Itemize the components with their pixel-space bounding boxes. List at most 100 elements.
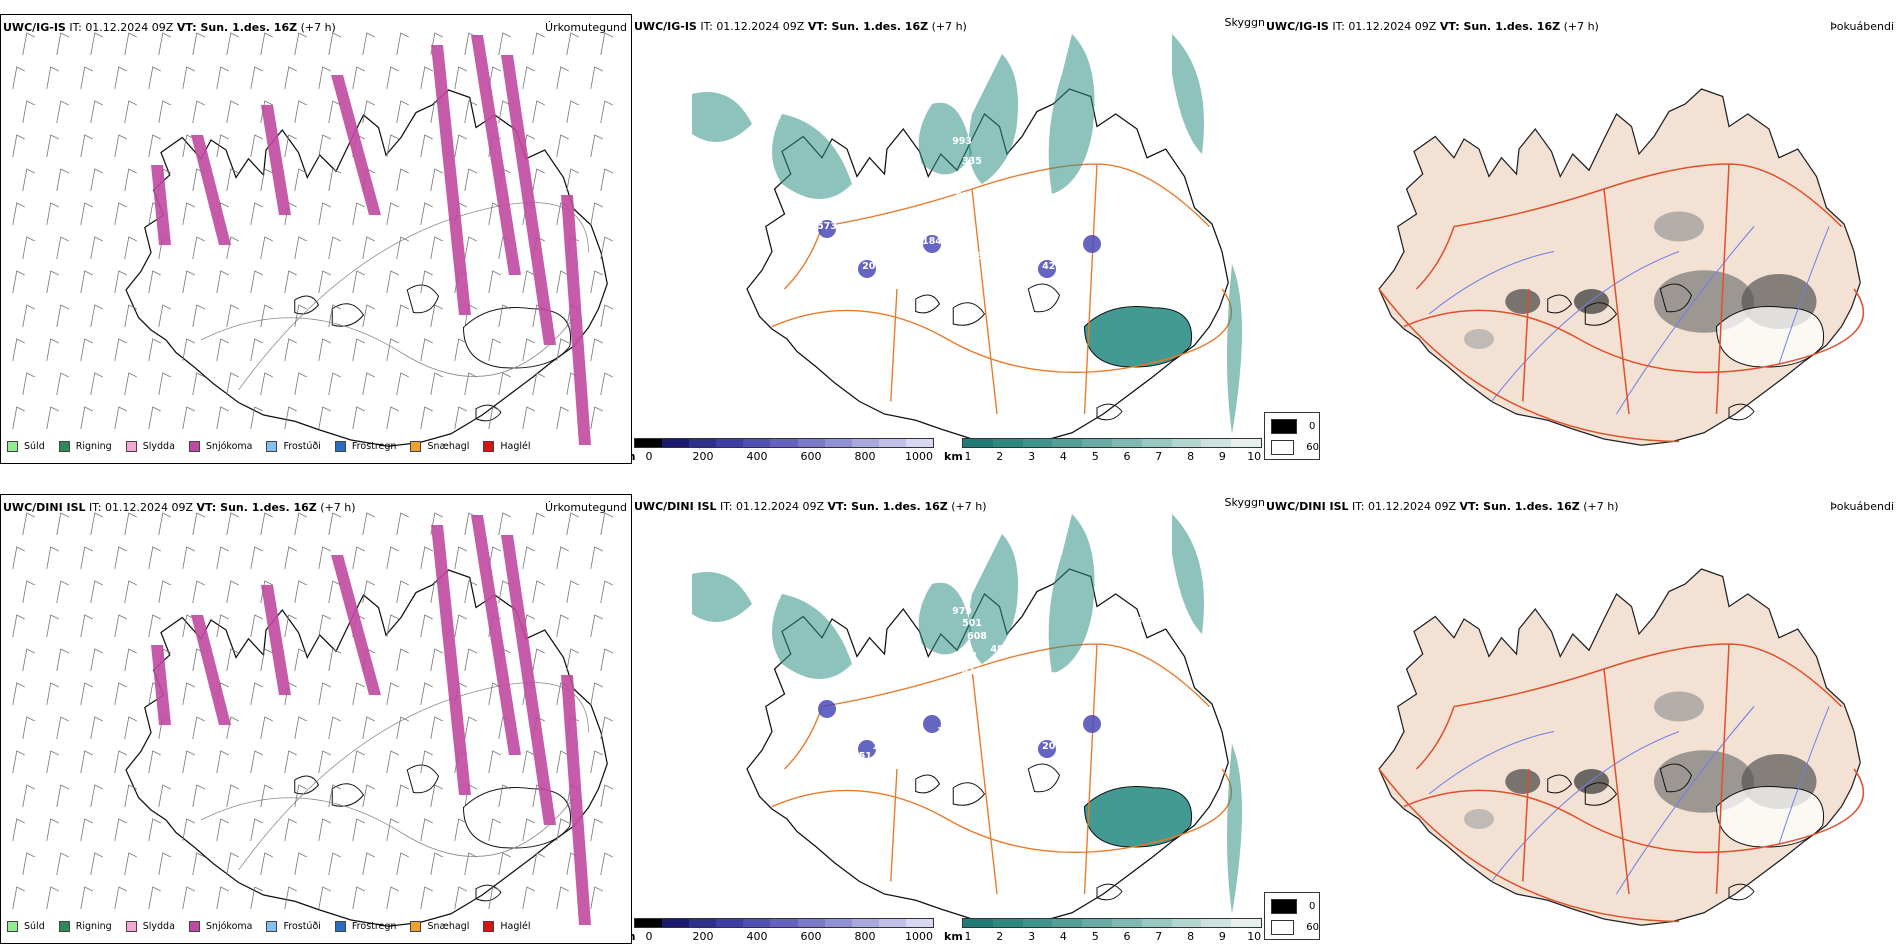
colorbar-swatch: [1141, 439, 1172, 447]
legend-label: Frostúði: [283, 921, 321, 932]
visibility-area: [1172, 514, 1204, 634]
valid-time: VT: Sun. 1.des. 16Z: [1459, 500, 1580, 513]
fog-indicator-panel-bottom: UWC/DINI ISL IT: 01.12.2024 09Z VT: Sun.…: [1264, 494, 1900, 944]
ceiling-label: 414: [962, 666, 982, 677]
legend-label: Snjókoma: [205, 921, 253, 932]
panel-variable-label: Úrkomutegund: [545, 501, 627, 514]
precip-type-legend: Súld Rigning Slydda Snjókoma Frostúði Frostre…: [7, 441, 545, 452]
fog-legend-item-1: 60: [1271, 440, 1319, 455]
panel-variable-label: Þokuábendi: [1830, 500, 1894, 513]
visibility-area: [692, 572, 752, 622]
colorbar-swatch: [992, 919, 1023, 927]
legend-swatch: [266, 441, 278, 452]
ceiling-label: 205: [1042, 741, 1062, 752]
visibility-area: [918, 582, 972, 655]
fog-indicator-map: [1378, 88, 1865, 446]
ceiling-label: 52: [955, 191, 968, 202]
visibility-area: [1048, 514, 1095, 674]
ceiling-label: 133: [1112, 261, 1132, 272]
legend-item-0: Súld: [7, 441, 45, 452]
colorbar-swatch: [905, 919, 934, 927]
valid-time: VT: Sun. 1.des. 16Z: [807, 20, 929, 33]
colorbar-tick: 6: [1123, 930, 1131, 943]
legend-swatch: [58, 441, 70, 452]
ceiling-label: 138: [1122, 141, 1142, 152]
colorbar-swatch: [662, 919, 690, 927]
colorbar-tick: 10: [1247, 450, 1262, 463]
legend-item-1: Rigning: [58, 441, 112, 452]
colorbar-swatch: [1201, 919, 1232, 927]
panel-title: UWC/IG-IS IT: 01.12.2024 09Z VT: Sun. 1.…: [3, 21, 336, 34]
legend-label: Rigning: [75, 441, 112, 452]
snow-band: [471, 515, 521, 755]
colorbar-ticks: 0 200 400 600 800 1000: [634, 450, 934, 464]
colorbar-swatch: [1111, 439, 1142, 447]
ceiling-label: 867: [822, 241, 842, 252]
legend-swatch: [125, 441, 137, 452]
ceiling-label: 420: [1042, 261, 1062, 272]
ceiling-label: 48: [990, 644, 1004, 655]
legend-swatch: [188, 921, 200, 932]
legend-label: Slydda: [142, 921, 175, 932]
colorbar-swatch: [797, 919, 825, 927]
colorbar-swatches: [962, 918, 1262, 928]
legend-label: Haglél: [500, 441, 531, 452]
colorbar-swatch: [1022, 919, 1053, 927]
colorbar-swatch: [1171, 439, 1202, 447]
low-ceiling-spot: [1083, 715, 1101, 733]
valid-time: VT: Sun. 1.des. 16Z: [1439, 20, 1561, 33]
panel-title: UWC/DINI ISL IT: 01.12.2024 09Z VT: Sun.…: [634, 500, 987, 513]
legend-item-7: Haglél: [483, 921, 531, 932]
fog-patch: [1464, 329, 1494, 349]
wind-barbs: [12, 32, 613, 430]
ceiling-colorbar: m0 200 400 600 800 1000: [632, 438, 934, 463]
colorbar-swatch: [963, 919, 993, 927]
colorbar-tick: 1000: [905, 930, 933, 943]
snow-band: [561, 675, 591, 925]
land-area: [1378, 568, 1861, 926]
legend-item-5: Frostregn: [334, 441, 396, 452]
legend-item-0: Súld: [7, 921, 45, 932]
snow-band: [561, 195, 591, 445]
legend-swatch: [334, 441, 346, 452]
colorbar-tick: 5: [1091, 450, 1099, 463]
precip-panel-top: UWC/IG-IS IT: 01.12.2024 09Z VT: Sun. 1.…: [0, 14, 632, 464]
visibility-area: [968, 534, 1018, 664]
glacier-low-vis: [1084, 786, 1192, 847]
colorbar-tick: 800: [854, 930, 876, 943]
colorbar-tick: 600: [800, 930, 822, 943]
ceiling-label: 509: [1037, 671, 1057, 682]
colorbar-tick: 4: [1059, 450, 1067, 463]
ceiling-label: 573: [817, 221, 837, 232]
colorbar-swatch: [1201, 439, 1232, 447]
ceiling-label: 501: [962, 618, 982, 629]
ceiling-label: 107: [1052, 806, 1072, 817]
colorbar-swatch: [1111, 919, 1142, 927]
legend-item-4: Frostúði: [266, 441, 321, 452]
colorbar-tick: 0: [645, 930, 653, 943]
precip-type-map: [12, 512, 613, 927]
fog-indicator-legend: 0 60: [1264, 412, 1320, 460]
colorbar-swatch: [1052, 919, 1083, 927]
precip-panel-bottom: UWC/DINI ISL IT: 01.12.2024 09Z VT: Sun.…: [0, 494, 632, 944]
fog-patch: [1505, 769, 1541, 794]
model-name: UWC/DINI ISL: [634, 500, 717, 513]
init-time: IT: 01.12.2024 09Z: [1348, 500, 1460, 513]
ceiling-label: 185: [937, 726, 957, 737]
fog-legend-item-1: 60: [1271, 920, 1319, 935]
fog-legend-label: 0: [1309, 421, 1316, 432]
fog-patch: [1505, 289, 1541, 314]
visibility-area: [1172, 34, 1204, 154]
fog-legend-swatch: [1271, 899, 1297, 914]
colorbar-tick: 5: [1091, 930, 1099, 943]
snow-band: [151, 165, 171, 245]
legend-label: Súld: [24, 921, 45, 932]
low-ceiling-spot: [923, 715, 941, 733]
low-ceiling-spot: [1038, 740, 1056, 758]
legend-item-7: Haglél: [483, 441, 531, 452]
visibility-area: [918, 102, 972, 175]
cloud-visibility-panel-bottom: UWC/DINI ISL IT: 01.12.2024 09Z VT: Sun.…: [632, 494, 1264, 944]
visibility-area: [1048, 34, 1095, 194]
precip-type-map: [12, 32, 613, 447]
legend-label: Frostregn: [351, 921, 397, 932]
